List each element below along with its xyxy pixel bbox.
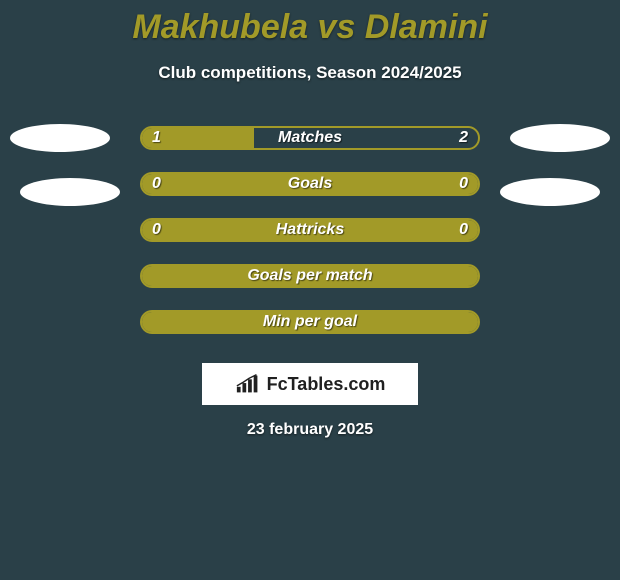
stat-right-value: 0: [459, 174, 468, 194]
bar-chart-icon: [235, 373, 263, 395]
stat-right-value: 0: [459, 220, 468, 240]
stat-label: Matches: [142, 128, 478, 148]
source-logo: FcTables.com: [202, 363, 418, 405]
stats-rows: 1 Matches 2 0 Goals 0 0 Hattricks 0 Goal…: [0, 115, 620, 345]
stat-bar-matches: 1 Matches 2: [140, 126, 480, 150]
stat-label: Hattricks: [142, 220, 478, 240]
stat-label: Min per goal: [142, 312, 478, 332]
stat-row: Min per goal: [0, 299, 620, 345]
page-title: Makhubela vs Dlamini: [0, 0, 620, 47]
stat-bar-min-per-goal: Min per goal: [140, 310, 480, 334]
page-subtitle: Club competitions, Season 2024/2025: [0, 63, 620, 83]
stat-row: 1 Matches 2: [0, 115, 620, 161]
stat-label: Goals per match: [142, 266, 478, 286]
stat-bar-goals: 0 Goals 0: [140, 172, 480, 196]
stat-row: 0 Hattricks 0: [0, 207, 620, 253]
footer-date: 23 february 2025: [0, 421, 620, 439]
source-logo-text: FcTables.com: [267, 374, 386, 395]
stat-right-value: 2: [459, 128, 468, 148]
stat-row: 0 Goals 0: [0, 161, 620, 207]
stat-bar-goals-per-match: Goals per match: [140, 264, 480, 288]
stat-row: Goals per match: [0, 253, 620, 299]
stat-bar-hattricks: 0 Hattricks 0: [140, 218, 480, 242]
stat-label: Goals: [142, 174, 478, 194]
